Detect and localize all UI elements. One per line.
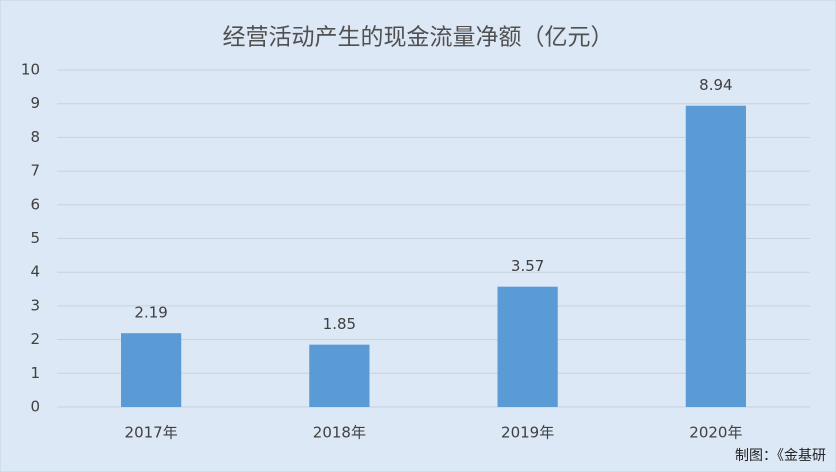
y-tick-label: 0 bbox=[30, 398, 40, 416]
y-tick-label: 2 bbox=[30, 330, 40, 348]
x-tick-label: 2019年 bbox=[501, 424, 554, 442]
y-tick-label: 4 bbox=[30, 263, 40, 281]
data-label: 3.57 bbox=[511, 257, 544, 275]
bar bbox=[121, 333, 182, 407]
y-tick-label: 1 bbox=[30, 364, 40, 382]
bar bbox=[685, 105, 746, 408]
y-tick-label: 10 bbox=[21, 61, 40, 79]
y-tick-label: 7 bbox=[30, 162, 40, 180]
x-tick-label: 2018年 bbox=[313, 424, 366, 442]
y-tick-label: 5 bbox=[30, 229, 40, 247]
data-label: 8.94 bbox=[699, 76, 732, 94]
data-label: 2.19 bbox=[134, 304, 167, 322]
source-note: 制图：《金基研 bbox=[735, 447, 826, 464]
data-label: 1.85 bbox=[323, 315, 356, 333]
bar bbox=[309, 344, 370, 407]
y-tick-label: 8 bbox=[30, 128, 40, 146]
y-tick-label: 6 bbox=[30, 195, 40, 213]
chart-title: 经营活动产生的现金流量净额（亿元） bbox=[223, 25, 614, 51]
x-tick-label: 2017年 bbox=[125, 424, 178, 442]
x-tick-label: 2020年 bbox=[689, 424, 742, 442]
y-tick-label: 9 bbox=[30, 94, 40, 112]
bar bbox=[497, 286, 558, 407]
y-tick-label: 3 bbox=[30, 296, 40, 314]
